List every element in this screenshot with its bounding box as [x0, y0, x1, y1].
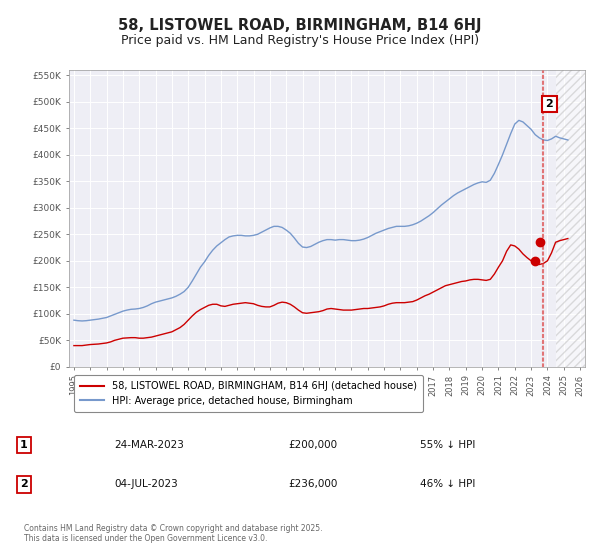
Text: 58, LISTOWEL ROAD, BIRMINGHAM, B14 6HJ: 58, LISTOWEL ROAD, BIRMINGHAM, B14 6HJ [118, 18, 482, 33]
Text: 24-MAR-2023: 24-MAR-2023 [114, 440, 184, 450]
Text: Price paid vs. HM Land Registry's House Price Index (HPI): Price paid vs. HM Land Registry's House … [121, 34, 479, 46]
Text: 2: 2 [545, 99, 553, 109]
Text: Contains HM Land Registry data © Crown copyright and database right 2025.
This d: Contains HM Land Registry data © Crown c… [24, 524, 323, 543]
Legend: 58, LISTOWEL ROAD, BIRMINGHAM, B14 6HJ (detached house), HPI: Average price, det: 58, LISTOWEL ROAD, BIRMINGHAM, B14 6HJ (… [74, 375, 422, 412]
Text: 1: 1 [20, 440, 28, 450]
Bar [556, 70, 585, 367]
Text: £236,000: £236,000 [288, 479, 337, 489]
Text: £200,000: £200,000 [288, 440, 337, 450]
Text: 04-JUL-2023: 04-JUL-2023 [114, 479, 178, 489]
Text: 46% ↓ HPI: 46% ↓ HPI [420, 479, 475, 489]
Text: 2: 2 [20, 479, 28, 489]
Text: 55% ↓ HPI: 55% ↓ HPI [420, 440, 475, 450]
